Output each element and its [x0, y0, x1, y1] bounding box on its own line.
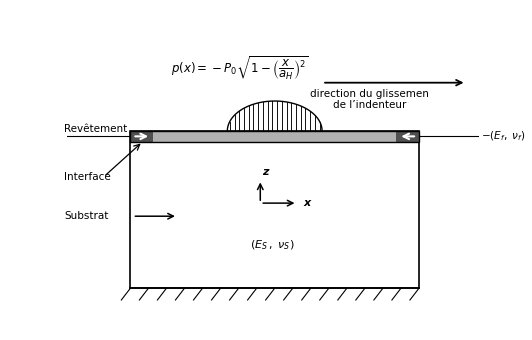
- Text: direction du glissemen: direction du glissemen: [310, 89, 429, 99]
- Text: x: x: [304, 198, 311, 208]
- Bar: [130, 131, 419, 141]
- Text: Substrat: Substrat: [64, 211, 109, 221]
- Text: de l’indenteur: de l’indenteur: [333, 100, 406, 110]
- Bar: [130, 131, 153, 141]
- Bar: [130, 131, 419, 141]
- Text: $p(x) = -P_0\sqrt{1-\left(\dfrac{x}{a_H}\right)^2}$: $p(x) = -P_0\sqrt{1-\left(\dfrac{x}{a_H}…: [171, 55, 309, 82]
- Bar: [396, 131, 419, 141]
- Text: Revêtement: Revêtement: [64, 124, 128, 134]
- Text: $(E_S\,,\ \nu_S)$: $(E_S\,,\ \nu_S)$: [251, 238, 295, 252]
- Bar: [130, 131, 419, 288]
- Text: Interface: Interface: [64, 172, 111, 182]
- Text: z: z: [262, 167, 269, 177]
- Text: $-(E_f,\ \nu_f)$: $-(E_f,\ \nu_f)$: [481, 130, 526, 143]
